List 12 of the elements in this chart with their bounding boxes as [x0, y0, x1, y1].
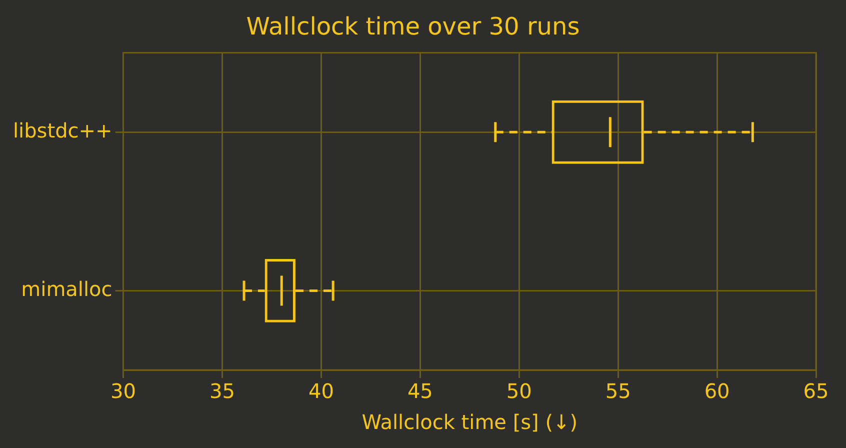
x-tick-label: 65	[803, 379, 829, 404]
x-tick-label: 35	[210, 379, 235, 404]
x-tick-label: 40	[308, 379, 334, 404]
x-tick-label: 30	[110, 379, 136, 404]
y-tick-label: libstdc++	[12, 118, 112, 142]
x-tick-label: 45	[407, 379, 433, 404]
chart-title: Wallclock time over 30 runs	[246, 12, 580, 41]
x-tick-label: 55	[605, 379, 631, 404]
y-tick-label: mimalloc	[21, 276, 112, 301]
x-tick-label: 50	[506, 379, 532, 404]
x-axis-title: Wallclock time [s] (↓)	[362, 410, 578, 434]
x-tick-label: 60	[704, 379, 730, 404]
